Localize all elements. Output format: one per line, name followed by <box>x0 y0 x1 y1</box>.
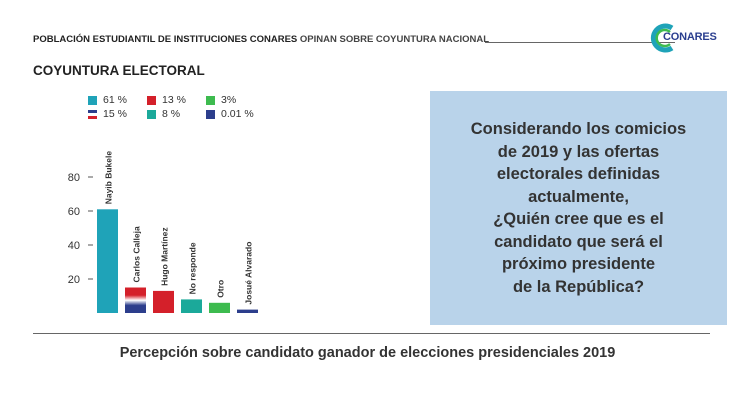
conares-logo: CONARES <box>650 22 720 54</box>
legend-label: 13 % <box>162 94 186 106</box>
header-title: POBLACIÓN ESTUDIANTIL DE INSTITUCIONES C… <box>33 34 489 45</box>
y-tick-label: 80 <box>68 172 80 184</box>
report-header: POBLACIÓN ESTUDIANTIL DE INSTITUCIONES C… <box>33 34 675 48</box>
legend-swatch <box>206 109 215 119</box>
legend-swatch <box>206 95 215 105</box>
bar-nayib-bukele <box>97 209 118 313</box>
legend-swatch <box>147 109 156 119</box>
chart-legend: 61 % 13 % 3% 15 % 8 % 0.01 % <box>88 94 278 124</box>
bar-no-responde <box>181 299 202 313</box>
y-tick-label: 20 <box>68 274 80 286</box>
bar-label: Josué Alvarado <box>244 242 254 305</box>
legend-label: 8 % <box>162 108 181 120</box>
bar-label: Hugo Martínez <box>160 227 170 286</box>
legend-item: 8 % <box>147 108 180 120</box>
legend-swatch <box>88 109 97 119</box>
header-title-bold: POBLACIÓN ESTUDIANTIL DE INSTITUCIONES C… <box>33 34 298 45</box>
bar-hugo-martinez <box>153 290 174 313</box>
y-tick-label: 40 <box>68 240 80 252</box>
conares-logo-icon <box>650 23 674 53</box>
bar-chart-svg: 20 40 60 80 Nayib Bukele Carlos Calleja Hugo … <box>68 151 258 313</box>
footer-divider <box>33 333 710 334</box>
header-title-rest: OPINAN SOBRE COYUNTURA NACIONAL <box>299 34 490 45</box>
legend-label: 15 % <box>103 108 127 120</box>
legend-label: 0.01 % <box>221 108 254 120</box>
question-text: Considerando los comicios de 2019 y las … <box>470 120 687 296</box>
bar-label: Nayib Bukele <box>104 151 114 205</box>
bar-otro <box>209 302 230 313</box>
legend-label: 3% <box>221 94 237 106</box>
legend-item: 3% <box>206 94 236 106</box>
bar-josue-alvarado <box>237 309 258 313</box>
question-panel: Considerando los comicios de 2019 y las … <box>430 91 727 325</box>
legend-label: 61 % <box>103 94 127 106</box>
legend-item: 61 % <box>88 94 127 106</box>
legend-item: 13 % <box>147 94 186 106</box>
bar-label: No responde <box>188 242 198 294</box>
legend-item: 15 % <box>88 108 127 120</box>
bar-chart: 20 40 60 80 Nayib Bukele Carlos Calleja Hugo … <box>60 130 280 320</box>
legend-swatch <box>88 95 97 105</box>
logo-text: CONARES <box>663 31 717 43</box>
section-title: COYUNTURA ELECTORAL <box>33 63 205 78</box>
bar-label: Carlos Calleja <box>132 226 142 282</box>
y-tick-label: 60 <box>68 206 80 218</box>
bar-carlos-calleja <box>125 287 146 313</box>
legend-item: 0.01 % <box>206 108 254 120</box>
footer-title: Percepción sobre candidato ganador de el… <box>119 345 616 361</box>
bar-label: Otro <box>216 280 226 298</box>
header-divider <box>485 42 675 43</box>
legend-swatch <box>147 95 156 105</box>
